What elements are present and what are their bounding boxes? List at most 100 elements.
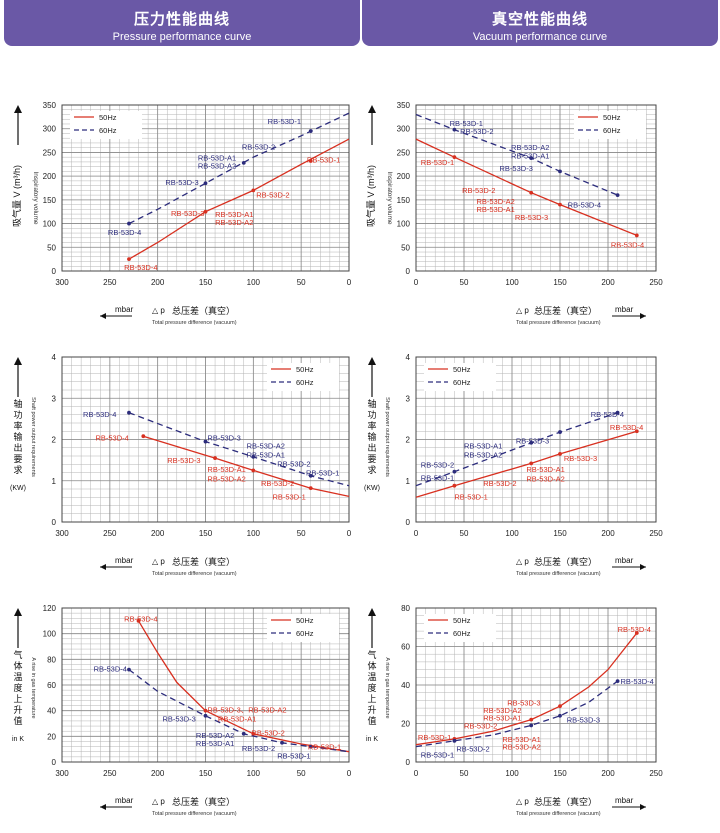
model-label: RB-53D-A2 bbox=[464, 450, 502, 459]
legend-50hz: 50Hz bbox=[453, 616, 471, 625]
header-vacuum-cn: 真空性能曲线 bbox=[491, 10, 588, 28]
data-point bbox=[558, 202, 562, 207]
x-axis-unit: mbar bbox=[115, 796, 134, 805]
y-axis-label-char: 功 bbox=[367, 410, 376, 420]
data-point bbox=[452, 483, 457, 488]
series-line-60Hz bbox=[128, 112, 350, 225]
x-tick-label: 100 bbox=[505, 769, 519, 778]
data-point bbox=[280, 740, 284, 745]
model-label: RB-53D-3 bbox=[207, 433, 240, 442]
data-point bbox=[634, 429, 639, 434]
model-label: RB-53D-1 bbox=[272, 492, 305, 501]
data-point bbox=[558, 713, 562, 718]
model-label: RB-53D-A1 bbox=[476, 205, 514, 214]
model-label: RB-53D-1 bbox=[268, 117, 301, 126]
y-tick-label: 0 bbox=[406, 518, 411, 527]
x-tick-label: 50 bbox=[297, 769, 306, 778]
model-label: RB-53D-A2 bbox=[476, 197, 514, 206]
x-axis-unit: mbar bbox=[615, 796, 634, 805]
y-axis-unit: in K bbox=[12, 736, 24, 743]
y-tick-label: 350 bbox=[43, 101, 57, 110]
model-label: RB-53D-A1 bbox=[483, 714, 521, 723]
data-point bbox=[141, 434, 146, 439]
legend-60hz: 60Hz bbox=[296, 378, 314, 387]
y-axis-label-char: 输 bbox=[13, 431, 22, 442]
model-label: RB-53D-1 bbox=[421, 750, 454, 759]
x-axis-unit: mbar bbox=[615, 556, 634, 565]
x-tick-label: 100 bbox=[505, 278, 519, 287]
data-point bbox=[529, 440, 534, 445]
legend-60hz: 60Hz bbox=[99, 126, 117, 135]
x-tick-label: 150 bbox=[553, 769, 567, 778]
y-axis-label-char: 功 bbox=[13, 410, 22, 420]
series-line-50Hz bbox=[415, 632, 638, 746]
y-axis-label-char: 上 bbox=[367, 694, 376, 704]
chart-pressure-temp: 0 20 40 60 80 100 120 300 250 200 150 100 50 0 RB-53D-… bbox=[12, 604, 352, 817]
y-axis-unit: (KW) bbox=[364, 485, 380, 492]
y-tick-label: 50 bbox=[401, 243, 410, 252]
x-tick-label: 200 bbox=[151, 529, 165, 538]
y-tick-label: 50 bbox=[47, 243, 56, 252]
data-point bbox=[241, 731, 246, 736]
x-tick-label: 200 bbox=[151, 769, 165, 778]
model-label: RB-53D-A2 bbox=[526, 474, 564, 483]
x-tick-label: 50 bbox=[460, 278, 469, 287]
data-point bbox=[529, 190, 534, 195]
x-tick-label: 100 bbox=[505, 529, 519, 538]
model-label: RB-53D-4 bbox=[94, 664, 127, 673]
data-point bbox=[241, 160, 246, 165]
x-axis-label-cn: 总压差（真空） bbox=[172, 305, 235, 316]
model-label: RB-53D-3 bbox=[516, 436, 549, 445]
x-tick-label: 50 bbox=[297, 278, 306, 287]
model-label: RB-53D-A2 bbox=[502, 743, 540, 752]
y-axis-unit: (KW) bbox=[10, 485, 26, 492]
legend-50hz: 50Hz bbox=[453, 365, 471, 374]
y-tick-label: 80 bbox=[401, 604, 410, 613]
y-tick-label: 350 bbox=[397, 101, 411, 110]
model-label: RB-53D-2 bbox=[456, 745, 489, 754]
model-label: RB-53D-1 bbox=[418, 733, 451, 742]
chart-vacuum-power: 0 1 2 3 4 0 50 100 150 200 250 RB-53D-1 RB-53D-2 RB-5… bbox=[364, 353, 663, 577]
legend-box bbox=[70, 111, 142, 139]
y-axis-label-en: Inspiratory volume bbox=[32, 171, 39, 224]
model-label: RB-53D-2 bbox=[464, 721, 497, 730]
x-tick-label: 200 bbox=[601, 278, 615, 287]
y-tick-label: 60 bbox=[401, 643, 410, 652]
x-axis-label-en: Total pressure difference (vacuum) bbox=[152, 571, 237, 577]
data-point bbox=[452, 155, 457, 160]
data-point bbox=[615, 193, 620, 198]
x-axis-delta: △ p bbox=[516, 797, 529, 806]
x-tick-label: 50 bbox=[460, 529, 469, 538]
data-point bbox=[529, 717, 534, 722]
plot-frame bbox=[415, 607, 657, 763]
model-label: RB-53D-3 bbox=[165, 178, 198, 187]
x-axis-delta: △ p bbox=[516, 306, 529, 315]
model-label: RB-53D-1 bbox=[277, 752, 310, 761]
y-tick-label: 40 bbox=[47, 707, 56, 716]
plot-frame bbox=[61, 607, 350, 763]
y-tick-label: 200 bbox=[397, 172, 411, 181]
y-tick-label: 80 bbox=[47, 655, 56, 664]
x-tick-label: 200 bbox=[601, 769, 615, 778]
model-label: RB-53D-3 bbox=[507, 698, 540, 707]
x-tick-label: 300 bbox=[55, 529, 69, 538]
x-tick-label: 0 bbox=[414, 769, 419, 778]
model-label: RB-53D-4 bbox=[124, 263, 157, 272]
x-tick-label: 0 bbox=[347, 769, 352, 778]
legend-box bbox=[424, 614, 496, 642]
series-line-50Hz bbox=[143, 435, 350, 498]
model-label: RB-53D-4 bbox=[591, 410, 624, 419]
y-axis-label-en: Inspiratory volume bbox=[386, 171, 393, 224]
model-label: RB-53D-A1 bbox=[511, 151, 549, 160]
data-point bbox=[634, 233, 639, 238]
y-tick-label: 250 bbox=[43, 148, 57, 157]
arrow-left-icon bbox=[100, 313, 106, 319]
y-tick-label: 200 bbox=[43, 172, 57, 181]
data-point bbox=[558, 430, 562, 434]
model-label: RB-53D-2 bbox=[242, 143, 275, 152]
model-label: RB-53D-A2 bbox=[247, 441, 285, 450]
y-axis-label-char: 温 bbox=[367, 672, 376, 682]
model-label: RB-53D-A1 bbox=[207, 465, 245, 474]
header-pressure-en: Pressure performance curve bbox=[112, 31, 252, 43]
